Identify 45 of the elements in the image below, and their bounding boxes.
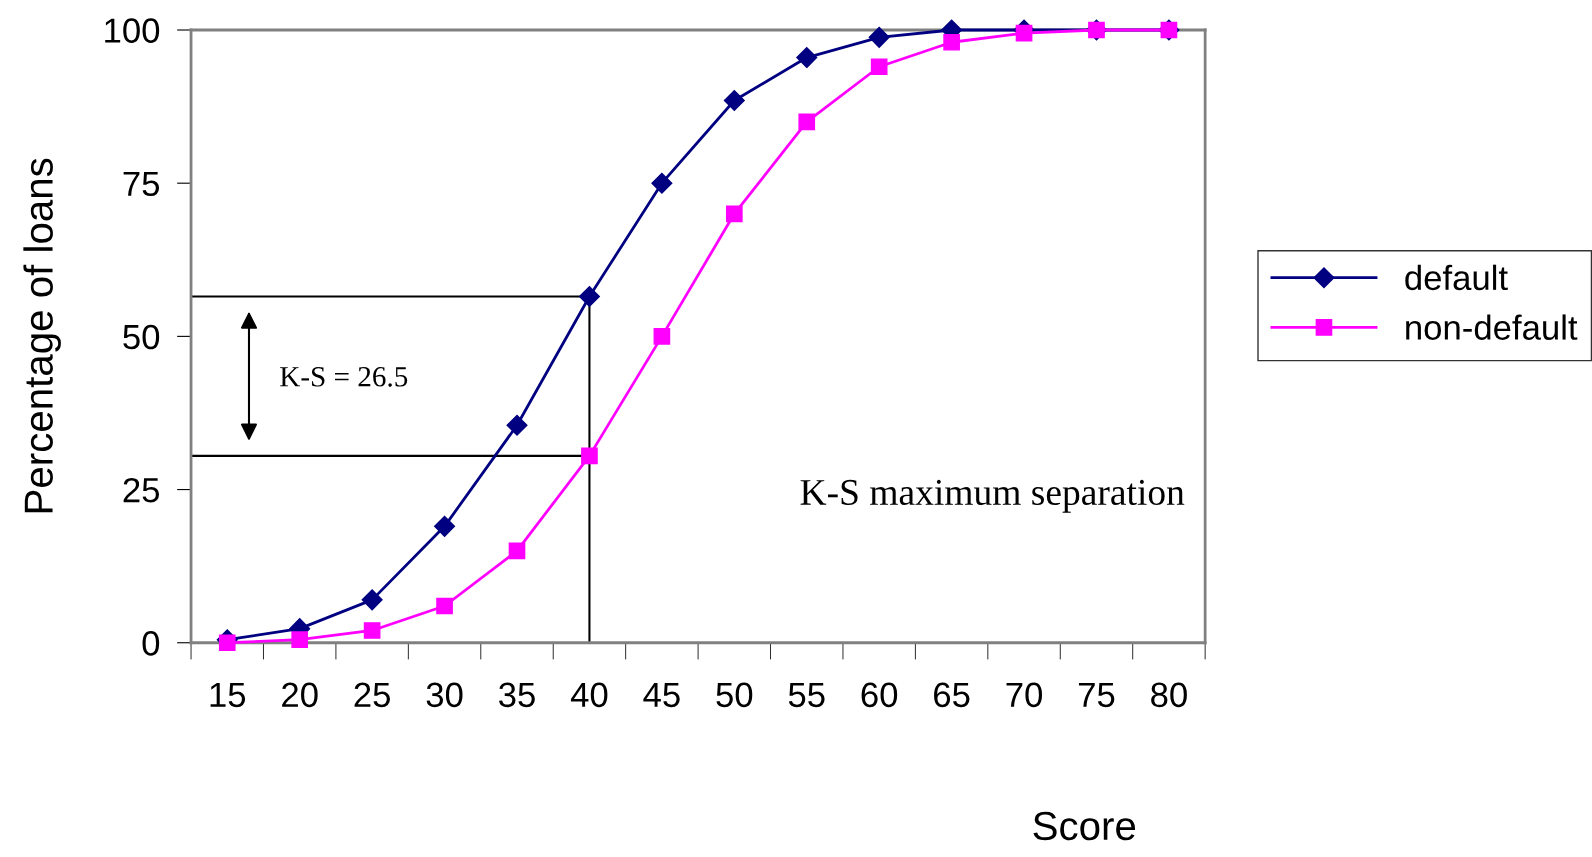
x-tick-label: 15	[210, 682, 246, 708]
point	[943, 33, 960, 51]
point	[506, 414, 528, 436]
point	[508, 542, 526, 560]
point	[218, 634, 236, 652]
y-tick-label: 75	[123, 171, 160, 197]
x-tick-label: 65	[934, 682, 970, 708]
legend-label: non-default	[1406, 314, 1578, 340]
x-tick-label: 70	[1006, 682, 1043, 708]
annotation: K-S maximum separation	[800, 479, 1185, 513]
x-tick-label: 60	[861, 682, 898, 708]
legend-label: default	[1405, 264, 1508, 291]
y-tick-label: 0	[142, 631, 160, 656]
x-tick-label: 30	[426, 682, 463, 708]
point	[723, 89, 745, 111]
point	[725, 205, 743, 223]
x-axis-title: Score	[1033, 811, 1136, 841]
x-tick-label: 20	[282, 682, 318, 708]
point	[436, 597, 453, 615]
x-tick-label: 45	[643, 682, 680, 708]
point	[434, 515, 456, 537]
point	[363, 622, 381, 639]
y-tick-label: 50	[123, 324, 160, 350]
x-tick-label: 55	[788, 682, 825, 708]
point	[868, 26, 890, 48]
point	[1015, 24, 1033, 42]
point	[291, 631, 309, 649]
y-axis-title: Percentage of loans	[23, 158, 61, 513]
x-tick-label: 40	[570, 682, 608, 708]
x-tick-label: 25	[354, 682, 390, 708]
point	[361, 589, 383, 611]
y-tick-label: 25	[123, 477, 160, 503]
x-tick-label: 35	[499, 682, 535, 708]
point	[653, 328, 671, 345]
point	[578, 286, 600, 308]
x-tick-label: 50	[716, 682, 753, 708]
point	[581, 447, 598, 465]
point	[870, 58, 888, 76]
point	[798, 113, 816, 131]
point	[796, 47, 818, 69]
annotation: K-S = 26.5	[280, 366, 408, 387]
x-tick-label: 75	[1078, 682, 1115, 708]
point	[651, 172, 673, 194]
x-tick-label: 80	[1151, 682, 1187, 708]
y-tick-label: 100	[105, 18, 160, 43]
